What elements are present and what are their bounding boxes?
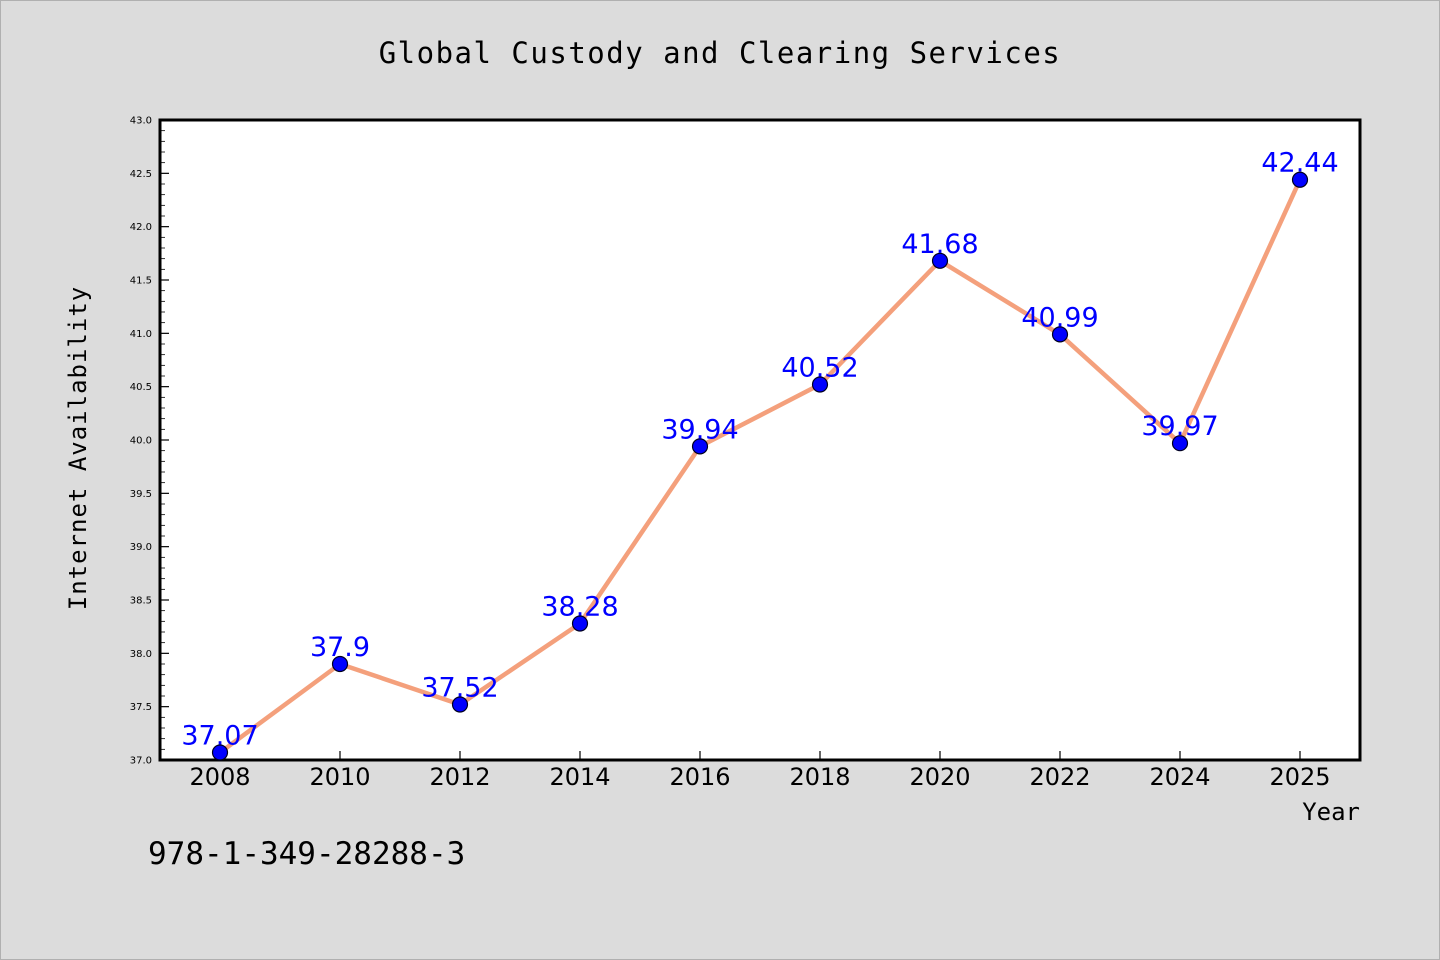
y-tick-label: 39.0: [130, 542, 152, 553]
data-point: [931, 252, 949, 269]
data-label: 38.28: [541, 591, 618, 622]
data-point: [211, 744, 229, 761]
y-tick-label: 42.0: [130, 222, 152, 233]
data-point: [331, 655, 349, 673]
x-tick-label: 2022: [1029, 763, 1090, 791]
y-tick-label: 41.5: [130, 276, 152, 287]
x-tick-label: 2012: [429, 763, 490, 791]
data-point: [451, 696, 469, 713]
isbn-annotation: 978-1-349-28288-3: [148, 836, 465, 872]
data-label: 37.9: [310, 632, 370, 663]
y-tick-label: 40.0: [130, 436, 152, 447]
data-point: [691, 438, 709, 455]
data-label: 37.52: [421, 673, 498, 704]
y-axis-label: Internet Availability: [64, 286, 92, 610]
data-label: 39.97: [1141, 411, 1218, 442]
data-point: [571, 615, 589, 632]
x-tick-label: 2008: [189, 763, 250, 791]
y-tick-label: 37.5: [130, 702, 152, 713]
x-tick-label: 2014: [549, 763, 610, 791]
x-tick-label: 2024: [1149, 763, 1210, 791]
data-label: 42.44: [1261, 148, 1338, 179]
y-tick-label: 37.0: [130, 756, 152, 767]
data-label: 39.94: [661, 414, 738, 445]
data-labels: 37.07 37.9 37.52 38.28 39.94 40.52 41.68 40.99 3…: [181, 148, 1338, 752]
data-label: 37.07: [181, 721, 258, 752]
y-tick-label: 42.5: [130, 169, 152, 180]
data-point: [1051, 326, 1069, 343]
y-axis: 37.0 37.5 38.0 38.5 39.0 39.5 40.0 40.5 41.0 41.5…: [130, 116, 169, 767]
data-point: [1171, 435, 1189, 452]
plot-area: [158, 118, 1362, 762]
y-tick-label: 43.0: [130, 116, 152, 127]
y-tick-label: 38.5: [130, 596, 152, 607]
x-axis: 2008 2010 2012 2014 2016 2018 2020 2022 2024 2025: [189, 751, 1331, 791]
y-tick-label: 40.5: [130, 382, 152, 393]
x-tick-label: 2018: [789, 763, 850, 791]
series-markers: [211, 171, 1309, 761]
x-axis-label: Year: [1302, 798, 1360, 826]
series-line: [217, 177, 1303, 755]
data-label: 41.68: [901, 229, 978, 260]
x-tick-label: 2020: [909, 763, 970, 791]
x-tick-label: 2025: [1269, 763, 1330, 791]
data-label: 40.52: [781, 353, 858, 384]
data-point: [1291, 171, 1309, 188]
y-tick-label: 39.5: [130, 489, 152, 500]
y-tick-label: 41.0: [130, 329, 152, 340]
y-tick-label: 38.0: [130, 649, 152, 660]
x-tick-label: 2010: [309, 763, 370, 791]
data-label: 40.99: [1021, 302, 1098, 333]
chart-title: Global Custody and Clearing Services: [379, 36, 1062, 70]
x-tick-label: 2016: [669, 763, 730, 791]
data-point: [811, 376, 829, 393]
